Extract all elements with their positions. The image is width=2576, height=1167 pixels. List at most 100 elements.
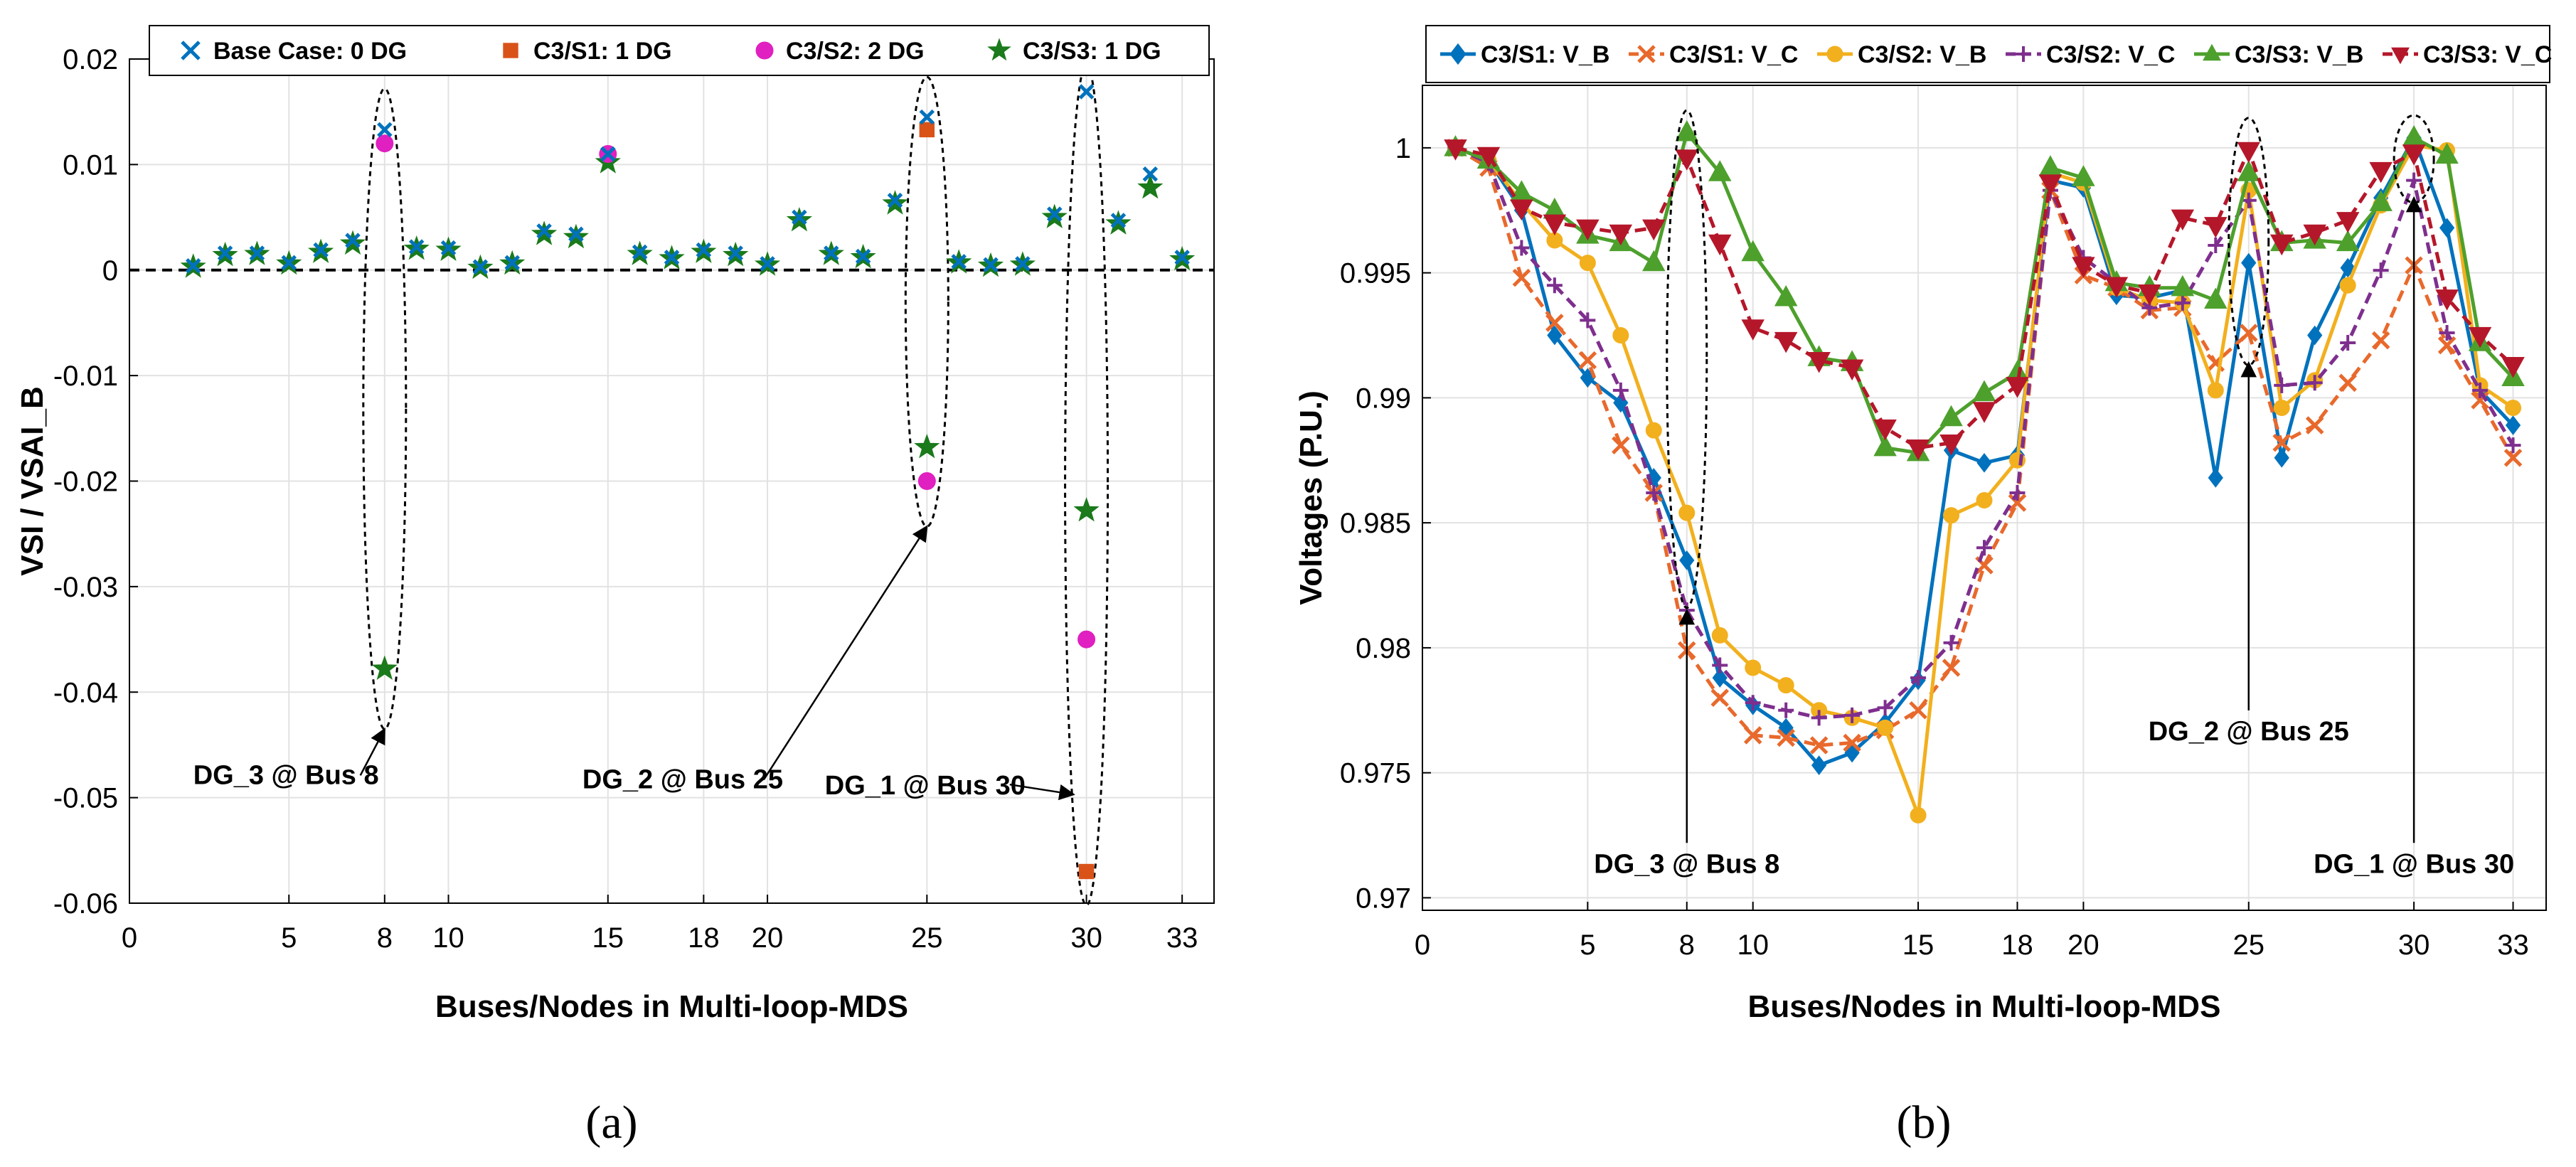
data-point [1578, 351, 1597, 370]
data-point [1741, 240, 1765, 262]
legend-box [1425, 25, 2550, 83]
panel-b-highlight-ellipses [1666, 109, 2435, 609]
annotation-arrow [762, 525, 928, 780]
data-point [185, 258, 201, 274]
y-tick-label: 1 [1395, 133, 1411, 164]
data-point [2008, 494, 2027, 512]
data-point [2505, 415, 2521, 435]
x-tick-label: 8 [377, 922, 393, 954]
data-point [760, 256, 775, 272]
highlight-ellipse-bus-30 [2393, 114, 2435, 204]
x-tick-label: 20 [2067, 929, 2099, 961]
data-point [2274, 447, 2289, 468]
data-point [1545, 314, 1564, 332]
data-point [1972, 380, 1996, 402]
data-point [2274, 377, 2290, 393]
data-point [1708, 160, 1732, 181]
data-point [2406, 172, 2422, 188]
data-point [823, 245, 839, 261]
data-point [2072, 257, 2095, 278]
data-point [1612, 436, 1630, 454]
data-point [1077, 630, 1096, 649]
data-point [1476, 146, 1501, 169]
panel-b-voltage-chart: 0.97 0.975 0.98 0.985 0.99 0.995 1 0 5 8 10 15 18 20… [1294, 25, 2552, 1149]
x-tick-label: 30 [2398, 929, 2430, 961]
data-point [1612, 327, 1629, 344]
y-tick-label: 0.01 [63, 149, 118, 181]
data-point [2439, 218, 2455, 238]
y-tick-label: 0.98 [1356, 633, 1411, 664]
x-tick-label: 18 [688, 922, 720, 954]
data-point [1073, 497, 1100, 522]
legend-label: C3/S1: V_C [1669, 41, 1798, 68]
data-point [1877, 700, 1893, 716]
series-c3-s1-v-c [1446, 139, 2523, 755]
data-point [2072, 165, 2095, 186]
series-c3-s3-v-c [1444, 139, 2525, 461]
panel-a-y-ticks: -0.06 -0.05 -0.04 -0.03 -0.02 -0.01 0 0.01 0.02 [53, 44, 138, 920]
data-point [1579, 255, 1596, 272]
data-point [919, 122, 935, 138]
data-point [855, 248, 871, 265]
panel-a-legend: Base Case: 0 DG C3/S1: 1 DG C3/S2: 2 DG C3/… [149, 25, 1210, 76]
legend-item-c3-s3-1-dg: C3/S3: 1 DG [987, 38, 1161, 65]
legend-item-c3-s3-v-b: C3/S3: V_B [2194, 41, 2363, 68]
data-point [1877, 719, 1894, 736]
y-tick-label: 0.99 [1356, 383, 1411, 414]
data-point [2241, 252, 2257, 273]
panel-a-annotations: DG_3 @ Bus 8 DG_2 @ Bus 25 DG_1 @ Bus 30 [193, 525, 1075, 801]
data-point [1741, 319, 1765, 341]
data-point [2369, 190, 2393, 211]
data-point [1774, 331, 1798, 353]
data-point [1547, 325, 1563, 346]
panel-b-y-ticks: 0.97 0.975 0.98 0.985 0.99 0.995 1 [1340, 133, 1431, 914]
annotation-arrow [1009, 783, 1075, 801]
series-c3-s1-1-dg [919, 122, 1095, 880]
data-point [504, 255, 521, 271]
data-point [1873, 435, 1897, 457]
data-point [728, 245, 743, 261]
panel-b-legend: C3/S1: V_B C3/S1: V_C C3/S2: V_B C3/S2: V_C… [1425, 25, 2552, 83]
data-point [1580, 312, 1596, 329]
data-point [1939, 405, 1963, 427]
data-point [1675, 119, 1699, 142]
data-point [1137, 174, 1164, 199]
data-point [2239, 324, 2258, 342]
data-point [1712, 668, 1728, 688]
legend-label: C3/S3: V_C [2423, 41, 2552, 68]
y-tick-label: -0.06 [53, 888, 118, 920]
x-tick-label: 15 [592, 922, 624, 954]
data-point [2272, 433, 2292, 452]
legend-marker [2203, 43, 2221, 61]
data-point [2336, 212, 2360, 233]
data-point [1972, 402, 1996, 423]
legend-label: C3/S2: V_C [2046, 41, 2175, 68]
data-point [1743, 726, 1762, 745]
data-point [345, 233, 361, 248]
x-tick-label: 33 [1166, 922, 1198, 954]
annotation-label: DG_1 @ Bus 30 [2314, 849, 2514, 879]
data-point [2171, 275, 2195, 297]
data-point [696, 242, 712, 258]
data-point [1811, 755, 1827, 775]
legend-item-c3-s2-2-dg: C3/S2: 2 DG [755, 38, 925, 65]
x-tick-label: 10 [432, 922, 464, 954]
x-tick-label: 25 [2233, 929, 2265, 961]
series-line [1454, 146, 2515, 747]
legend-item-c3-s1-1-dg: C3/S1: 1 DG [503, 38, 672, 65]
data-point [2009, 484, 2026, 501]
data-point [1142, 166, 1159, 182]
data-point [1078, 863, 1095, 880]
data-point [1576, 219, 1600, 241]
legend-item-c3-s1-v-b: C3/S1: V_B [1440, 41, 1609, 68]
x-tick-label: 25 [911, 922, 943, 954]
annotation-dg-3-bus-8: DG_3 @ Bus 8 [1594, 608, 1779, 879]
legend-label: C3/S3: V_B [2235, 41, 2363, 68]
data-point [2208, 468, 2223, 488]
data-point [1543, 214, 1567, 236]
data-point [440, 240, 457, 256]
x-tick-label: 5 [281, 922, 297, 954]
x-tick-label: 15 [1902, 929, 1934, 961]
data-point [2373, 262, 2389, 279]
